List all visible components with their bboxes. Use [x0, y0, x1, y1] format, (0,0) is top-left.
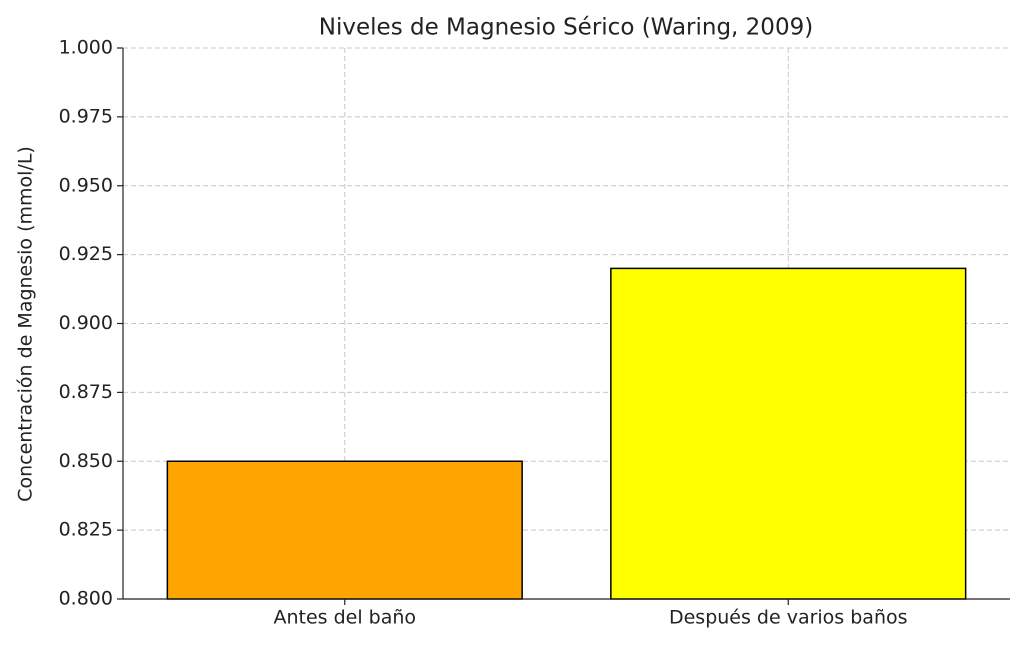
y-tick-label: 1.000 [59, 37, 113, 59]
x-tick-label: Después de varios baños [669, 607, 908, 629]
bar [610, 267, 967, 600]
y-tick-label: 0.950 [59, 174, 113, 196]
y-tick-label: 0.925 [59, 243, 113, 265]
y-tick-label: 0.975 [59, 105, 113, 127]
y-tick-label: 0.800 [59, 588, 113, 610]
y-tick-label: 0.875 [59, 381, 113, 403]
y-axis-label: Concentración de Magnesio (mmol/L) [15, 146, 37, 502]
y-tick-label: 0.825 [59, 519, 113, 541]
y-tick-label: 0.850 [59, 450, 113, 472]
x-tick-label: Antes del baño [273, 607, 416, 629]
chart-title: Niveles de Magnesio Sérico (Waring, 2009… [319, 15, 813, 41]
bar [166, 460, 523, 600]
y-tick-label: 0.900 [59, 312, 113, 334]
